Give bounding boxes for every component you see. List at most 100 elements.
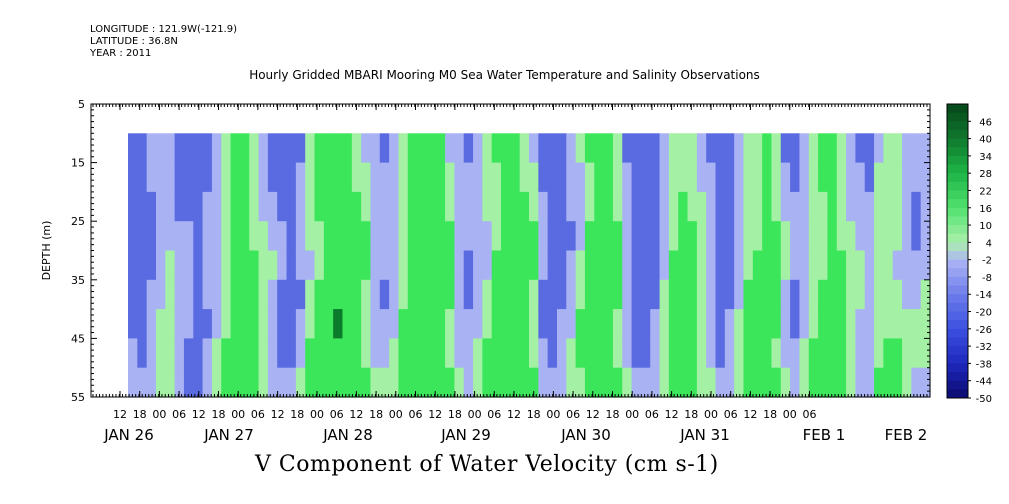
heatmap-cell: [519, 309, 530, 339]
heatmap-cell: [855, 338, 866, 369]
heatmap-cell: [762, 309, 773, 339]
heatmap-cell: [622, 309, 633, 339]
heatmap-cell: [529, 250, 539, 281]
heatmap-cell: [389, 133, 400, 164]
heatmap-cell: [389, 162, 400, 193]
heatmap-cell: [584, 279, 595, 310]
heatmap-cell: [668, 250, 679, 281]
heatmap-cell: [454, 191, 465, 222]
heatmap-cell: [911, 250, 922, 281]
heatmap-cell: [874, 309, 884, 339]
x-hour-label: 00: [625, 408, 639, 421]
heatmap-cell: [183, 133, 194, 164]
heatmap-cell: [221, 279, 232, 310]
heatmap-cell: [510, 367, 521, 398]
colorbar-label: -2: [982, 256, 992, 267]
heatmap-cell: [706, 221, 717, 252]
heatmap-cell: [706, 338, 717, 369]
x-hour-label: 18: [290, 408, 304, 421]
heatmap-cell: [575, 367, 586, 398]
heatmap-cell: [277, 279, 288, 310]
heatmap-cell: [286, 367, 297, 398]
colorbar-swatch: [947, 346, 968, 356]
heatmap-cell: [370, 162, 381, 193]
heatmap-cell: [407, 367, 418, 398]
heatmap-cell: [445, 279, 455, 310]
x-hour-label: 18: [448, 408, 462, 421]
heatmap-cell: [818, 250, 829, 281]
heatmap-cell: [501, 250, 511, 281]
heatmap-cell: [659, 309, 670, 339]
heatmap-cell: [305, 191, 316, 222]
heatmap-cell: [818, 279, 829, 310]
heatmap-cell: [286, 162, 297, 193]
heatmap-cell: [911, 309, 922, 339]
heatmap-cell: [911, 338, 922, 369]
heatmap-cell: [398, 279, 409, 310]
colorbar: 46 40 34 28 22 16 10 4 -2 -8 -14 -20 -26 -32 -38 -44 -50: [946, 103, 992, 405]
heatmap-cell: [230, 191, 241, 222]
heatmap-cell: [510, 250, 521, 281]
heatmap-cell: [902, 279, 912, 310]
colorbar-swatch: [947, 121, 968, 131]
heatmap-cell: [556, 250, 567, 281]
heatmap-cell: [575, 250, 586, 281]
heatmap-cell: [659, 367, 670, 398]
heatmap-cell: [342, 309, 353, 339]
heatmap-cell: [566, 279, 577, 310]
heatmap-cell: [780, 221, 791, 252]
heatmap-cell: [305, 309, 316, 339]
heatmap-cell: [622, 191, 633, 222]
heatmap-cell: [426, 367, 437, 398]
heatmap-cell: [892, 191, 903, 222]
heatmap-cell: [435, 309, 446, 339]
heatmap-cell: [351, 133, 362, 164]
heatmap-cell: [696, 133, 707, 164]
heatmap-cell: [193, 250, 204, 281]
heatmap-cell: [864, 367, 875, 398]
heatmap-cell: [482, 279, 493, 310]
heatmap-cell: [846, 250, 856, 281]
heatmap-cell: [202, 162, 213, 193]
heatmap-cell: [193, 133, 204, 164]
x-hour-label: 00: [704, 408, 718, 421]
colorbar-label: -26: [976, 325, 992, 336]
heatmap-cell: [193, 221, 204, 252]
x-hour-label: 18: [763, 408, 777, 421]
heatmap-cell: [920, 133, 931, 164]
heatmap-cell: [846, 221, 856, 252]
y-tick-label: 5: [78, 98, 85, 111]
heatmap-cell: [491, 221, 502, 252]
heatmap-cell: [622, 250, 633, 281]
heatmap-cell: [361, 133, 372, 164]
heatmap-cell: [734, 221, 745, 252]
x-hour-label: 18: [527, 408, 541, 421]
heatmap-cell: [239, 250, 250, 281]
heatmap-cell: [379, 279, 390, 310]
heatmap-cell: [146, 309, 157, 339]
heatmap-cell: [575, 191, 586, 222]
heatmap-cell: [790, 162, 801, 193]
heatmap-cell: [612, 221, 623, 252]
heatmap-cell: [529, 191, 539, 222]
x-hour-label: 12: [349, 408, 363, 421]
heatmap-cell: [566, 221, 577, 252]
heatmap-cell: [799, 367, 810, 398]
heatmap-cell: [538, 309, 549, 339]
heatmap-cell: [696, 191, 707, 222]
heatmap-cell: [323, 338, 334, 369]
heatmap-cell: [239, 338, 250, 369]
heatmap-cell: [155, 133, 166, 164]
heatmap-cell: [584, 367, 595, 398]
heatmap-cell: [491, 338, 502, 369]
heatmap-cell: [333, 250, 344, 281]
colorbar-swatch: [947, 311, 968, 321]
heatmap-cell: [351, 250, 362, 281]
heatmap-cell: [211, 221, 222, 252]
heatmap-cell: [230, 133, 241, 164]
heatmap-cell: [902, 162, 912, 193]
heatmap-cell: [864, 162, 875, 193]
heatmap-cell: [463, 250, 474, 281]
heatmap-cell: [752, 367, 763, 398]
heatmap-cell: [165, 162, 176, 193]
